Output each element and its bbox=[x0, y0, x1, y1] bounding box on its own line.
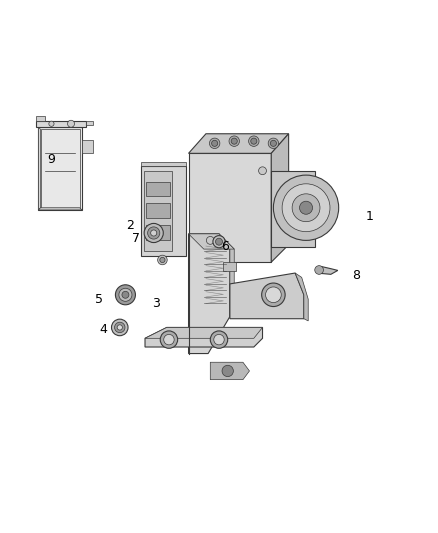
Circle shape bbox=[270, 140, 276, 147]
Text: 7: 7 bbox=[132, 232, 140, 245]
Circle shape bbox=[249, 136, 259, 147]
Polygon shape bbox=[39, 127, 41, 210]
Circle shape bbox=[119, 288, 132, 301]
Circle shape bbox=[209, 138, 220, 149]
Text: 4: 4 bbox=[100, 323, 108, 336]
Circle shape bbox=[67, 120, 74, 127]
Circle shape bbox=[206, 237, 214, 244]
Polygon shape bbox=[144, 171, 173, 251]
Circle shape bbox=[214, 334, 224, 345]
Circle shape bbox=[115, 322, 125, 333]
Polygon shape bbox=[188, 234, 230, 353]
Polygon shape bbox=[39, 208, 82, 210]
Text: 1: 1 bbox=[365, 210, 373, 223]
Text: 5: 5 bbox=[95, 293, 103, 305]
Circle shape bbox=[268, 138, 279, 149]
Circle shape bbox=[151, 230, 157, 236]
Polygon shape bbox=[321, 266, 338, 274]
Polygon shape bbox=[36, 120, 86, 127]
Text: 8: 8 bbox=[352, 269, 360, 282]
Circle shape bbox=[292, 194, 320, 222]
Circle shape bbox=[49, 121, 54, 126]
Polygon shape bbox=[188, 154, 271, 262]
Circle shape bbox=[215, 238, 223, 245]
Circle shape bbox=[160, 331, 178, 349]
Circle shape bbox=[116, 285, 135, 305]
Text: 2: 2 bbox=[126, 219, 134, 232]
Circle shape bbox=[164, 334, 174, 345]
Circle shape bbox=[117, 325, 122, 330]
Polygon shape bbox=[271, 134, 289, 262]
Circle shape bbox=[273, 175, 339, 240]
Circle shape bbox=[258, 167, 266, 175]
Circle shape bbox=[282, 184, 330, 232]
Circle shape bbox=[300, 201, 313, 214]
Circle shape bbox=[122, 292, 129, 298]
Circle shape bbox=[213, 236, 225, 248]
Circle shape bbox=[231, 138, 237, 144]
Circle shape bbox=[160, 257, 165, 263]
Circle shape bbox=[212, 140, 218, 147]
Polygon shape bbox=[39, 127, 82, 210]
Text: 9: 9 bbox=[47, 154, 55, 166]
Circle shape bbox=[210, 331, 228, 349]
Bar bbox=[146, 204, 170, 218]
Polygon shape bbox=[295, 273, 308, 321]
Circle shape bbox=[222, 365, 233, 377]
Polygon shape bbox=[145, 327, 262, 347]
Polygon shape bbox=[219, 234, 234, 317]
Polygon shape bbox=[41, 130, 80, 208]
Polygon shape bbox=[141, 166, 186, 256]
Polygon shape bbox=[82, 140, 93, 154]
Circle shape bbox=[315, 265, 323, 274]
Circle shape bbox=[229, 136, 240, 147]
Circle shape bbox=[265, 287, 281, 303]
Circle shape bbox=[261, 283, 285, 306]
Polygon shape bbox=[36, 116, 45, 120]
Circle shape bbox=[158, 255, 167, 265]
Circle shape bbox=[251, 138, 257, 144]
Polygon shape bbox=[230, 273, 304, 319]
Polygon shape bbox=[188, 134, 289, 154]
Text: 3: 3 bbox=[152, 297, 160, 310]
Polygon shape bbox=[86, 120, 93, 125]
Circle shape bbox=[148, 227, 160, 239]
Polygon shape bbox=[145, 327, 262, 338]
Circle shape bbox=[112, 319, 128, 336]
Polygon shape bbox=[141, 162, 186, 166]
Polygon shape bbox=[271, 171, 315, 247]
Polygon shape bbox=[188, 234, 234, 249]
Bar bbox=[146, 182, 170, 196]
Text: 6: 6 bbox=[222, 240, 230, 253]
Polygon shape bbox=[210, 362, 250, 379]
Bar bbox=[146, 225, 170, 239]
Circle shape bbox=[144, 223, 163, 243]
Polygon shape bbox=[223, 262, 237, 271]
